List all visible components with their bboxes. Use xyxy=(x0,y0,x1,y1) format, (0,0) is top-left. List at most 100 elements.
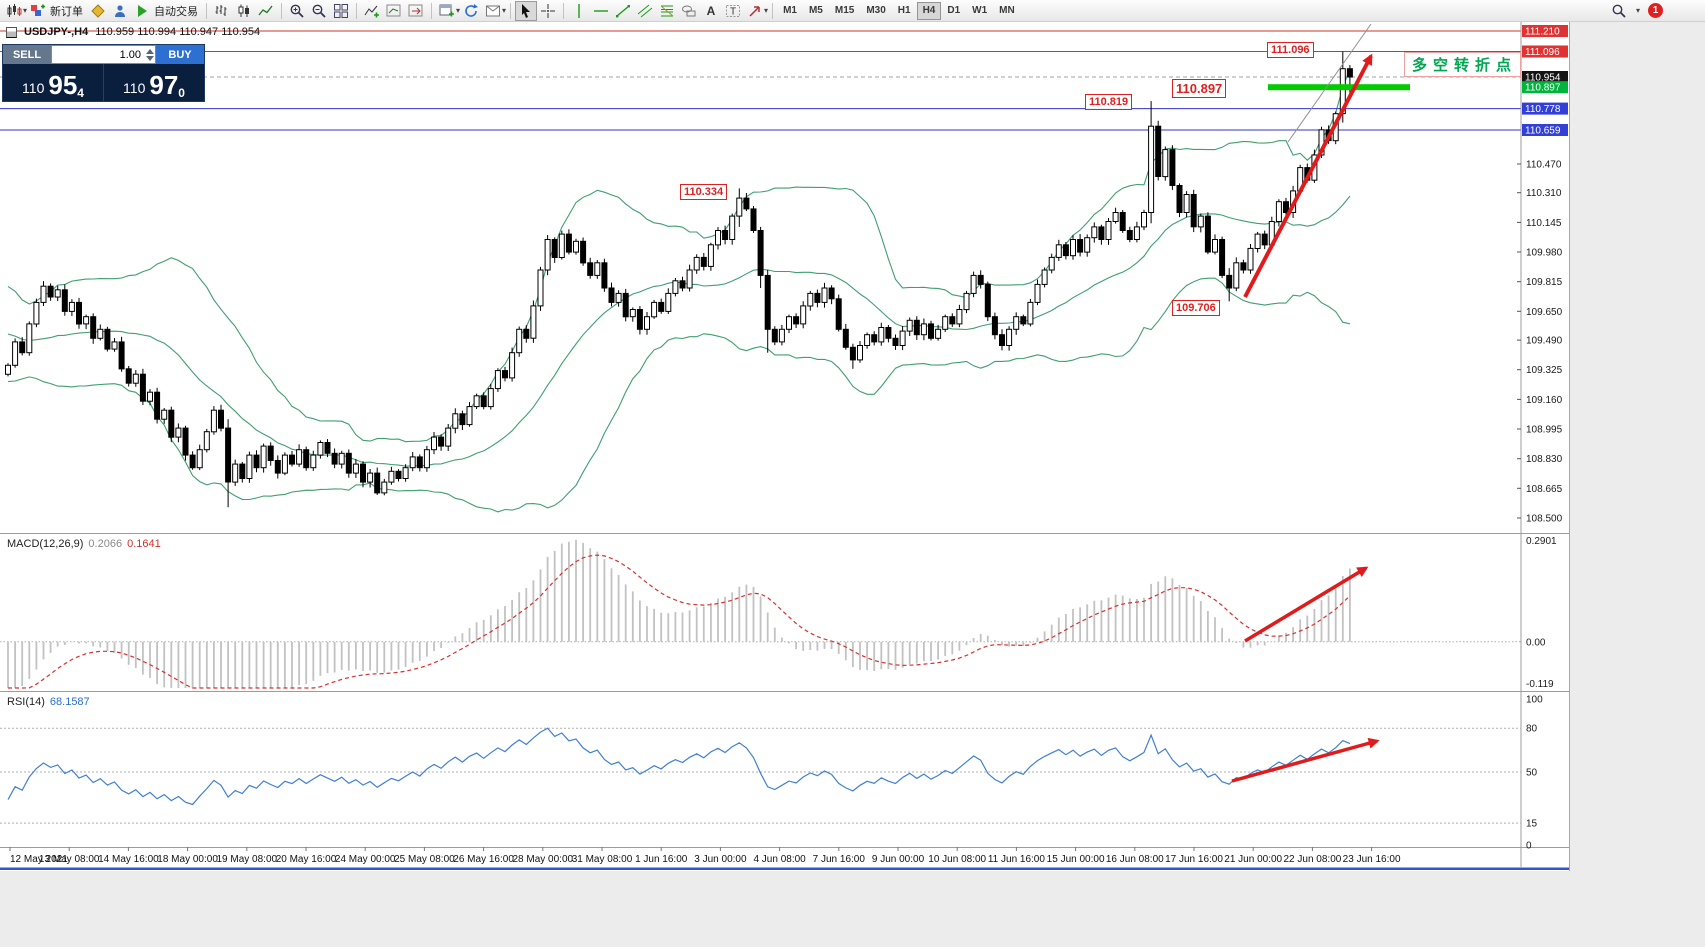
horizontal-line-tool-icon[interactable] xyxy=(590,1,612,21)
candle-body xyxy=(1176,185,1183,213)
panel-separator[interactable] xyxy=(0,847,1569,848)
chart-shift-icon[interactable] xyxy=(405,1,427,21)
candle-body xyxy=(544,239,551,271)
fibonacci-tool-icon[interactable] xyxy=(656,1,678,21)
candle-body xyxy=(1247,247,1254,271)
sell-price[interactable]: 110 95 4 xyxy=(22,70,84,100)
timeframe-m1-button[interactable]: M1 xyxy=(783,4,797,16)
indicators-icon[interactable] xyxy=(361,1,383,21)
price-axis[interactable] xyxy=(1521,22,1569,867)
candlestick-mode-icon[interactable] xyxy=(233,1,255,21)
candle-body xyxy=(828,287,835,300)
timeframe-d1-button[interactable]: D1 xyxy=(947,4,961,16)
crosshair-tool-icon[interactable] xyxy=(537,1,559,21)
text-tool-icon[interactable]: A xyxy=(700,1,722,21)
timeframe-h1-button[interactable]: H1 xyxy=(897,4,911,16)
price-flag-110-897[interactable]: 110.897 xyxy=(1172,79,1227,98)
candle-body xyxy=(999,334,1005,347)
notification-badge[interactable]: 1 xyxy=(1648,3,1663,18)
templates-icon[interactable] xyxy=(482,1,504,21)
auto-scroll-icon[interactable] xyxy=(383,1,405,21)
vertical-line-tool-icon[interactable] xyxy=(568,1,590,21)
chart-canvas[interactable]: 110.470 110.310 110.145 109.980 109.815 109.6… xyxy=(0,22,1569,871)
dropdown-caret-icon[interactable]: ▾ xyxy=(456,6,461,15)
arrows-tool-icon[interactable] xyxy=(744,1,766,21)
new-window-icon[interactable] xyxy=(436,1,458,21)
buy-price[interactable]: 110 97 0 xyxy=(103,64,204,101)
timeframe-w1-button[interactable]: W1 xyxy=(972,4,988,16)
price-tag-label: 111.096 xyxy=(1525,47,1560,58)
buy-button[interactable]: BUY xyxy=(156,45,204,64)
sell-button[interactable]: SELL xyxy=(3,45,51,64)
price-axis-label: 108.500 xyxy=(1526,514,1563,525)
volume-down-button[interactable] xyxy=(146,55,154,61)
auto-trading-label[interactable]: 自动交易 xyxy=(154,5,199,18)
dropdown-caret-icon[interactable]: ▾ xyxy=(1635,6,1640,15)
support-zone-line[interactable] xyxy=(1268,84,1410,91)
price-flag-111-096[interactable]: 111.096 xyxy=(1267,42,1314,58)
auto-trading-icon[interactable] xyxy=(131,1,153,21)
candle-body xyxy=(132,373,139,384)
price-flag-110-334[interactable]: 110.334 xyxy=(680,184,728,200)
chart-ohlc-info: USDJPY-,H4 110.959 110.994 110.947 110.9… xyxy=(6,26,260,38)
chart-plot-area[interactable] xyxy=(0,22,1521,867)
line-chart-mode-icon[interactable] xyxy=(255,1,277,21)
timeframe-m15-button[interactable]: M15 xyxy=(834,4,855,16)
candle-body xyxy=(473,395,480,408)
timeframe-m30-button[interactable]: M30 xyxy=(866,4,886,16)
candle-body xyxy=(267,445,274,462)
price-flag-110-819[interactable]: 110.819 xyxy=(1085,94,1133,110)
trend-arrow[interactable] xyxy=(1231,737,1380,783)
text-label-tool-icon[interactable]: T xyxy=(722,1,744,21)
symbol-search-icon[interactable] xyxy=(1608,1,1630,21)
volume-input[interactable] xyxy=(52,47,155,62)
timeframe-mn-button[interactable]: MN xyxy=(999,4,1015,16)
new-chart-icon[interactable] xyxy=(3,1,25,21)
tile-windows-icon[interactable] xyxy=(330,1,352,21)
new-order-icon[interactable] xyxy=(27,1,49,21)
date-axis-label: 25 May 08:00 xyxy=(394,854,455,865)
trend-arrow[interactable] xyxy=(1244,566,1369,643)
market-watch-icon[interactable] xyxy=(87,1,109,21)
candle-body xyxy=(1226,274,1233,289)
candle-body xyxy=(1119,212,1126,231)
toolbar-separator xyxy=(431,2,433,19)
navigator-icon[interactable] xyxy=(109,1,131,21)
bar-chart-mode-icon[interactable] xyxy=(211,1,233,21)
timeframe-h4-button[interactable]: H4 xyxy=(916,1,942,20)
candle-body xyxy=(182,427,189,456)
candle-body xyxy=(203,431,210,451)
dropdown-caret-icon[interactable]: ▾ xyxy=(502,6,507,15)
candle-body xyxy=(310,454,317,469)
volume-up-button[interactable] xyxy=(146,48,154,54)
candle-body xyxy=(147,391,153,402)
candle-body xyxy=(1162,149,1169,178)
cursor-tool-icon[interactable] xyxy=(515,0,538,21)
zoom-in-icon[interactable] xyxy=(286,1,308,21)
trendline-object[interactable] xyxy=(1287,23,1372,143)
date-axis-label: 19 May 08:00 xyxy=(216,854,277,865)
candle-body xyxy=(942,316,949,330)
timeframe-m5-button[interactable]: M5 xyxy=(808,4,823,16)
candle-body xyxy=(26,323,33,354)
candle-body xyxy=(395,470,402,479)
panel-separator[interactable] xyxy=(0,533,1569,534)
channel-tool-icon[interactable] xyxy=(634,1,656,21)
shapes-tool-icon[interactable] xyxy=(678,1,700,21)
dropdown-caret-icon[interactable]: ▾ xyxy=(23,6,28,15)
candle-body xyxy=(686,269,693,289)
new-order-label[interactable]: 新订单 xyxy=(50,5,84,18)
turning-point-note[interactable]: 多空转折点 xyxy=(1404,52,1522,77)
date-axis-label: 9 Jun 00:00 xyxy=(872,854,925,865)
zoom-out-icon[interactable] xyxy=(308,1,330,21)
trend-arrow[interactable] xyxy=(1243,53,1373,298)
refresh-icon[interactable] xyxy=(460,1,482,21)
date-axis-label: 22 Jun 08:00 xyxy=(1283,854,1341,865)
trendline-tool-icon[interactable] xyxy=(612,1,634,21)
dropdown-caret-icon[interactable]: ▾ xyxy=(764,6,769,15)
panel-separator[interactable] xyxy=(0,691,1569,692)
price-flag-109-706[interactable]: 109.706 xyxy=(1172,300,1220,316)
candle-body xyxy=(402,467,409,480)
candle-body xyxy=(622,292,629,318)
chart-scrollbar[interactable] xyxy=(0,867,1569,871)
